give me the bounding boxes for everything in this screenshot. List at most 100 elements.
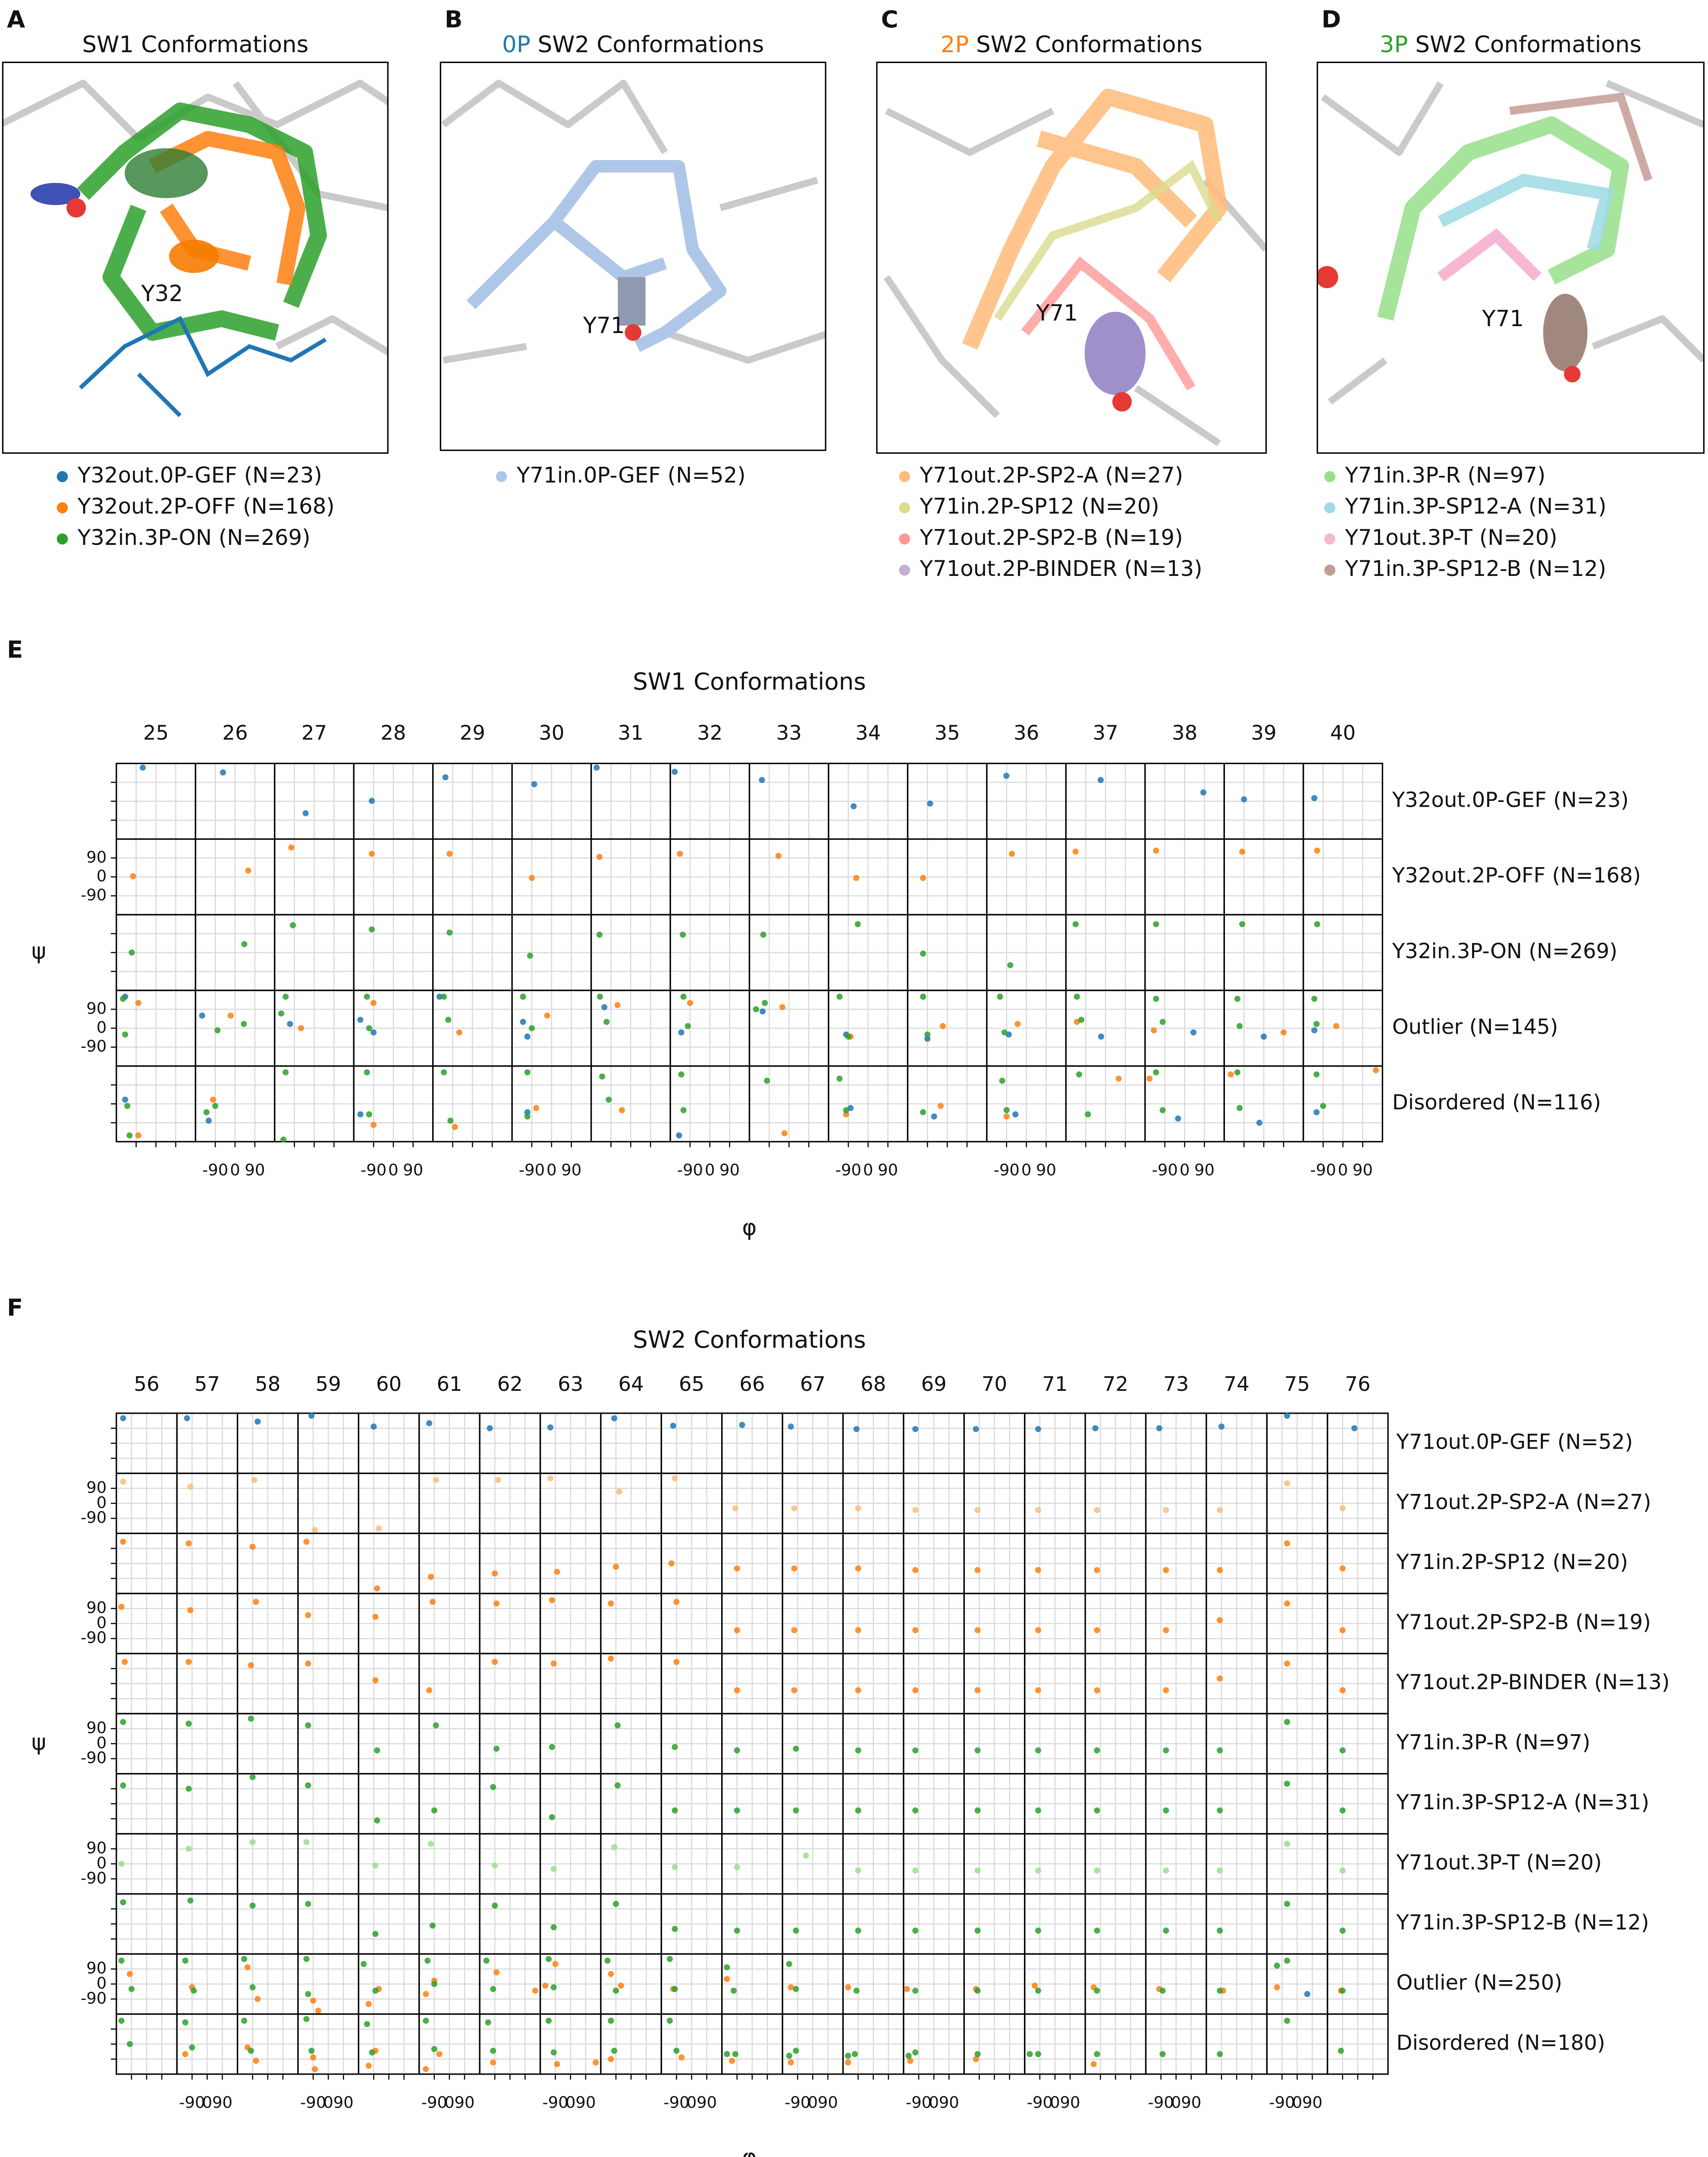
data-point <box>287 1021 293 1027</box>
y-tick-label: 90 <box>86 1478 107 1497</box>
data-point <box>305 1901 311 1907</box>
row-label: Y71in.3P-SP12-B (N=12) <box>1396 1911 1649 1935</box>
y-tick-label: 0 <box>97 867 107 885</box>
data-point <box>214 1027 221 1034</box>
data-point <box>254 1418 261 1425</box>
data-point <box>855 1807 861 1814</box>
data-point <box>185 1540 192 1547</box>
data-point <box>1159 1987 1166 1994</box>
data-point <box>135 1132 141 1138</box>
data-point <box>446 851 453 857</box>
legend-marker <box>1324 533 1336 545</box>
data-point <box>1012 1111 1019 1118</box>
data-point <box>1228 1071 1234 1078</box>
data-point <box>1151 1027 1157 1034</box>
data-point <box>732 1505 739 1512</box>
data-point <box>423 2066 429 2072</box>
data-point <box>601 1004 608 1010</box>
data-point <box>730 1987 737 1994</box>
data-point <box>1159 1107 1166 1113</box>
data-point <box>241 1956 248 1962</box>
legend-marker <box>1324 502 1336 513</box>
data-point <box>680 994 687 1000</box>
data-point <box>241 941 248 947</box>
legend-marker <box>899 502 911 513</box>
data-point <box>298 1025 304 1031</box>
data-point <box>672 769 678 775</box>
data-point <box>803 1852 809 1859</box>
data-point <box>495 1477 502 1483</box>
data-point <box>120 1719 126 1725</box>
column-header: 26 <box>222 721 248 745</box>
x-tick-label: 0 <box>1021 1160 1032 1179</box>
column-header: 33 <box>776 721 802 745</box>
data-point <box>593 2059 599 2066</box>
row-label: Y32out.2P-OFF (N=168) <box>1392 864 1641 888</box>
data-point <box>249 1774 256 1780</box>
x-tick-label: 0 <box>1180 1160 1190 1179</box>
data-point <box>614 1782 621 1789</box>
data-point <box>520 994 526 1000</box>
x-tick-label: -90 <box>785 2093 810 2112</box>
data-point <box>1001 1029 1008 1036</box>
data-point <box>920 875 926 881</box>
x-tick-label: 0 <box>444 2093 455 2112</box>
data-point <box>793 1745 799 1752</box>
data-point <box>596 931 603 938</box>
column-header: 37 <box>1093 721 1118 745</box>
data-point <box>187 1607 194 1613</box>
x-tick-label: 90 <box>1194 1160 1215 1179</box>
row-label: Outlier (N=250) <box>1396 1971 1562 1995</box>
data-point <box>423 1991 429 1997</box>
data-point <box>364 2021 370 2027</box>
row-label: Disordered (N=180) <box>1396 2031 1605 2055</box>
data-point <box>791 1627 797 1633</box>
data-point <box>1339 1747 1346 1754</box>
legend-label: Y71in.3P-SP12-B (N=12) <box>1345 556 1607 581</box>
residue-label: Y71 <box>1482 306 1524 332</box>
data-point <box>446 929 453 936</box>
data-point <box>1234 1069 1240 1075</box>
data-point <box>305 1660 311 1667</box>
data-point <box>1218 1423 1225 1430</box>
data-point <box>429 1599 436 1605</box>
data-point <box>490 1784 496 1790</box>
data-point <box>1236 1105 1243 1111</box>
data-point <box>612 1987 619 1994</box>
x-tick-label: 90 <box>1060 2093 1080 2112</box>
data-point <box>492 1659 498 1665</box>
data-point <box>791 1687 797 1694</box>
legend-marker <box>1324 471 1336 482</box>
x-tick-label: -90 <box>542 2093 568 2112</box>
legend-marker <box>1324 564 1336 576</box>
data-point <box>1003 773 1010 779</box>
data-point <box>788 1984 794 1990</box>
column-header: 62 <box>497 1372 523 1396</box>
data-point <box>1314 847 1320 854</box>
column-header: 63 <box>558 1372 583 1396</box>
data-point <box>374 1817 380 1824</box>
data-point <box>732 2051 739 2057</box>
data-point <box>974 2051 981 2057</box>
data-point <box>673 1659 680 1665</box>
data-point <box>612 1563 619 1570</box>
data-point <box>1115 1075 1122 1082</box>
legend-label: Y32out.0P-GEF (N=23) <box>77 462 322 487</box>
data-point <box>490 1986 496 1992</box>
x-tick-label: -90 <box>677 1160 703 1179</box>
data-point <box>182 2051 188 2057</box>
row-label: Y71out.2P-SP2-A (N=27) <box>1396 1490 1651 1514</box>
column-header: 68 <box>860 1372 886 1396</box>
structure-b-frame <box>440 61 826 451</box>
data-point <box>1217 1567 1223 1573</box>
data-point <box>452 1124 458 1130</box>
data-point <box>939 1023 946 1029</box>
data-point <box>614 1002 621 1008</box>
data-point <box>1314 921 1320 928</box>
data-point <box>372 1677 379 1683</box>
legend-label: Y71in.0P-GEF (N=52) <box>516 462 746 487</box>
data-point <box>1097 777 1104 783</box>
data-point <box>447 1117 454 1124</box>
